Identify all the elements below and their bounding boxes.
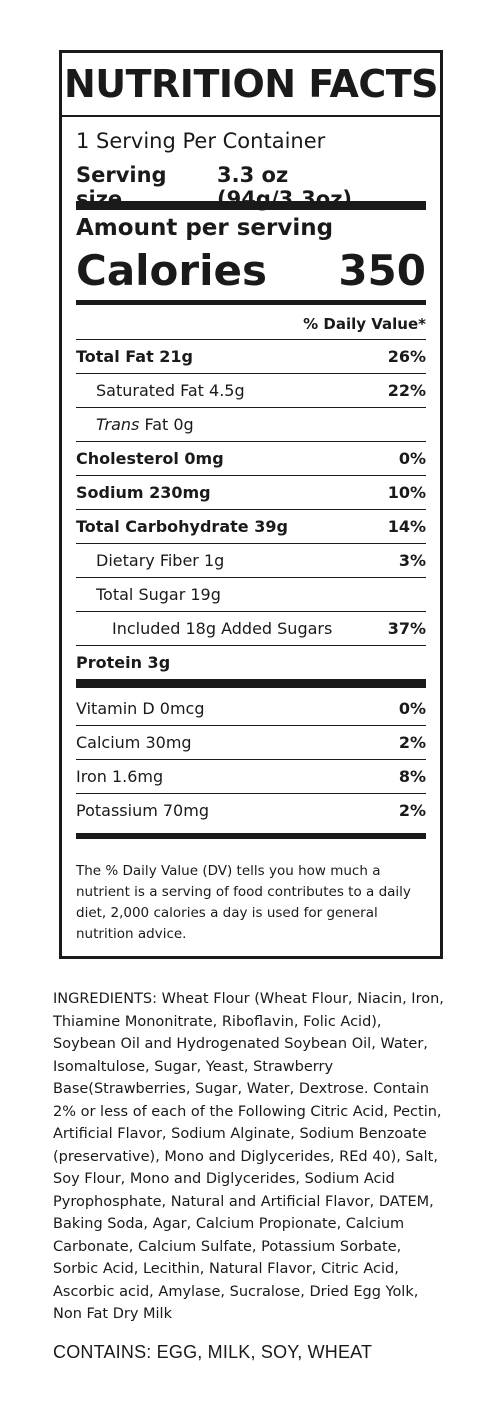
nutrition-facts-panel: NUTRITION FACTS 1 Serving Per Container … xyxy=(59,50,443,959)
trans-italic: Trans xyxy=(96,415,140,434)
calories-value: 350 xyxy=(338,246,426,295)
nutrient-row-trans-fat: Trans Fat 0g xyxy=(76,407,426,441)
nutrient-pct: 10% xyxy=(387,483,426,502)
trans-rest: Fat 0g xyxy=(139,415,194,434)
vitamin-row-iron: Iron 1.6mg 8% xyxy=(76,759,426,793)
nutrient-name: Sodium 230mg xyxy=(76,483,211,502)
nutrient-pct: 3% xyxy=(398,551,426,570)
vitamin-pct: 0% xyxy=(398,698,426,718)
nutrient-name: Total Carbohydrate 39g xyxy=(76,517,288,536)
nutrient-row-sodium: Sodium 230mg 10% xyxy=(76,475,426,509)
vitamin-name: Vitamin D 0mcg xyxy=(76,698,205,718)
vitamin-name: Potassium 70mg xyxy=(76,801,209,820)
nutrient-name: Trans Fat 0g xyxy=(76,415,194,434)
vitamin-row-calcium: Calcium 30mg 2% xyxy=(76,725,426,759)
vitamin-name: Iron 1.6mg xyxy=(76,767,164,786)
nutrient-name: Protein 3g xyxy=(76,653,171,672)
nutrient-row-cholesterol: Cholesterol 0mg 0% xyxy=(76,441,426,475)
nutrient-row-total-carbohydrate: Total Carbohydrate 39g 14% xyxy=(76,509,426,543)
vitamin-pct: 2% xyxy=(398,801,426,820)
nutrient-pct: 22% xyxy=(387,381,426,400)
nutrient-row-dietary-fiber: Dietary Fiber 1g 3% xyxy=(76,543,426,577)
daily-value-disclaimer: The % Daily Value (DV) tells you how muc… xyxy=(76,863,411,942)
vitamin-row-potassium: Potassium 70mg 2% xyxy=(76,793,426,827)
nutrient-name: Dietary Fiber 1g xyxy=(96,551,225,570)
nutrient-row-saturated-fat: Saturated Fat 4.5g 22% xyxy=(76,373,426,407)
amount-per-serving: Amount per serving xyxy=(76,215,334,241)
nutrient-name: Total Sugar 19g xyxy=(96,585,221,604)
allergen-statement: CONTAINS: EGG, MILK, SOY, WHEAT xyxy=(53,1342,373,1362)
vitamin-name: Calcium 30mg xyxy=(76,733,192,752)
servings-per-container: 1 Serving Per Container xyxy=(76,129,326,153)
nutrient-pct: 14% xyxy=(387,517,426,536)
vitamin-row-vitamin-d: Vitamin D 0mcg 0% xyxy=(76,691,426,725)
nutrient-row-total-sugar: Total Sugar 19g xyxy=(76,577,426,611)
medium-divider xyxy=(76,300,426,305)
label-title: NUTRITION FACTS xyxy=(62,53,440,117)
serving-size-label: Serving size xyxy=(76,163,167,211)
nutrient-name: Saturated Fat 4.5g xyxy=(96,381,245,400)
thick-divider xyxy=(76,679,426,688)
thick-divider xyxy=(76,201,426,210)
nutrient-name: Cholesterol 0mg xyxy=(76,449,224,468)
nutrient-name: Total Fat 21g xyxy=(76,347,194,366)
vitamin-pct: 2% xyxy=(398,733,426,752)
nutrient-pct: 26% xyxy=(387,347,426,366)
nutrient-pct: 0% xyxy=(398,449,426,468)
ingredients-text: INGREDIENTS: Wheat Flour (Wheat Flour, N… xyxy=(53,991,444,1322)
nutrient-row-total-fat: Total Fat 21g 26% xyxy=(76,339,426,373)
nutrient-pct: 37% xyxy=(387,619,426,638)
nutrient-row-added-sugars: Included 18g Added Sugars 37% xyxy=(76,611,426,645)
calories-label: Calories xyxy=(76,246,268,295)
calories-row: Calories 350 xyxy=(76,243,426,299)
daily-value-header: % Daily Value* xyxy=(303,315,426,333)
vitamin-pct: 8% xyxy=(398,767,426,786)
nutrient-row-protein: Protein 3g xyxy=(76,645,426,679)
medium-divider xyxy=(76,833,426,839)
nutrient-name: Included 18g Added Sugars xyxy=(112,619,333,638)
